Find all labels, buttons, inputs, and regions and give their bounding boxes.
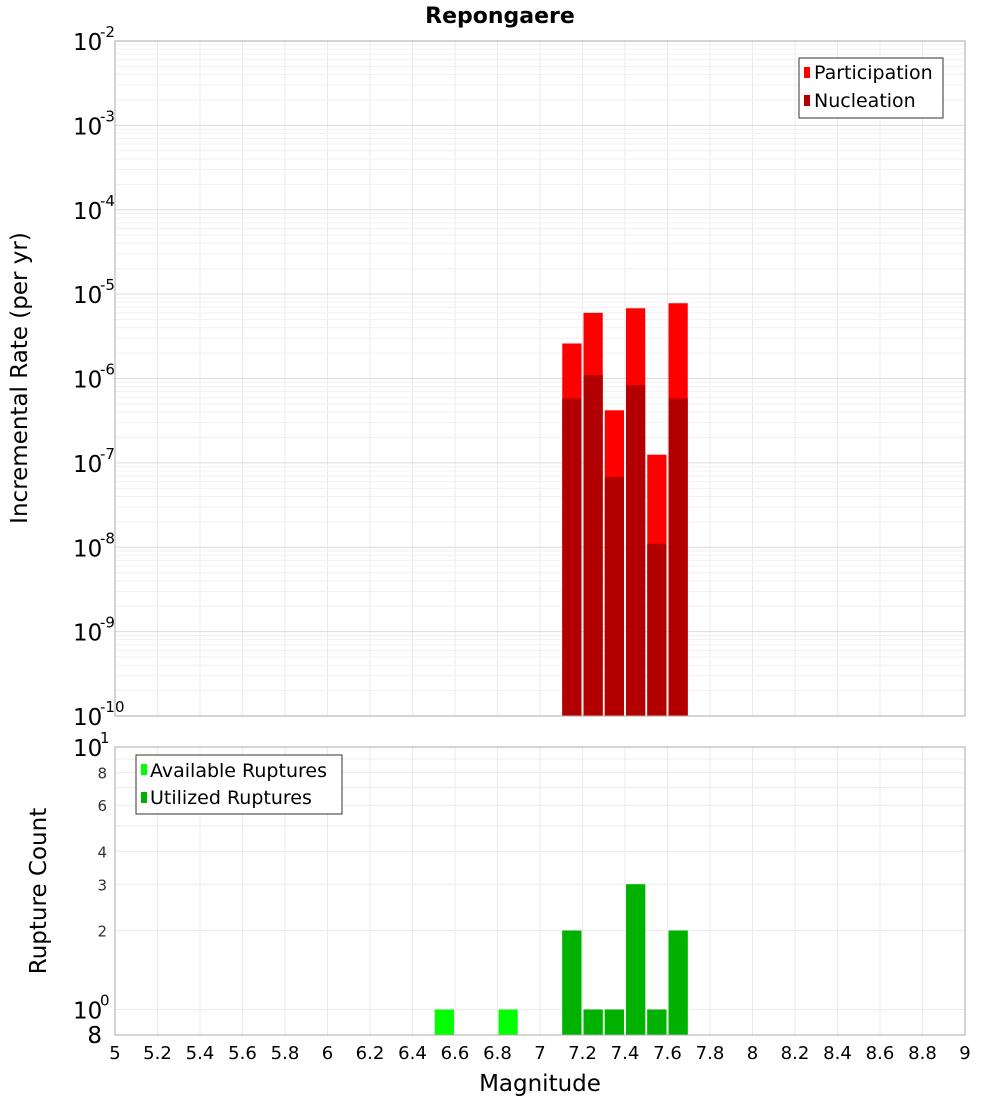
x-tick-label: 7.6 [653, 1043, 682, 1064]
count-plot-frame [114, 746, 966, 1036]
x-tick-label: 6.8 [483, 1043, 512, 1064]
count-y-tick-minor: 8 [97, 764, 107, 782]
rate-y-tick-base: 10 [73, 368, 102, 394]
rate-y-tick-exponent: -8 [100, 529, 115, 547]
x-tick-label: 6 [322, 1043, 333, 1064]
x-tick-label: 8 [747, 1043, 758, 1064]
rate-bars [562, 303, 688, 716]
legend-label-utilized-ruptures: Utilized Ruptures [150, 787, 312, 809]
x-tick-label: 7.8 [696, 1043, 725, 1064]
x-tick-label: 5.4 [186, 1043, 215, 1064]
rate-y-tick-base: 10 [73, 199, 102, 225]
rate-y-axis-label: Incremental Rate (per yr) [7, 232, 33, 524]
count-legend: Available Ruptures Utilized Ruptures [135, 754, 343, 815]
count-y-tick-minor: 4 [97, 843, 107, 861]
count-y-tick-exponent: 1 [100, 729, 110, 747]
rate-y-tick-exponent: -10 [100, 698, 125, 716]
rate-y-tick-base: 10 [73, 283, 102, 309]
rate-y-tick-base: 10 [73, 705, 102, 731]
nucleation-bar [604, 477, 624, 716]
utilized-ruptures-bar [626, 884, 646, 1035]
count-y-tick-base: 10 [73, 736, 102, 762]
legend-swatch-participation [804, 67, 810, 78]
rate-y-tick-exponent: -9 [100, 614, 115, 632]
nucleation-bar [583, 375, 603, 716]
x-tick-label: 5 [109, 1043, 120, 1064]
x-tick-label: 9 [959, 1043, 970, 1064]
available-ruptures-bar [434, 1009, 454, 1035]
utilized-ruptures-bar [562, 930, 582, 1035]
rate-legend: Participation Nucleation [798, 57, 944, 119]
x-tick-label: 8.2 [781, 1043, 810, 1064]
legend-swatch-available-ruptures [141, 764, 147, 775]
x-axis-label: Magnitude [479, 1071, 601, 1097]
utilized-ruptures-bar [583, 1009, 603, 1035]
x-tick-label: 8.4 [823, 1043, 852, 1064]
rate-y-tick-base: 10 [73, 536, 102, 562]
nucleation-bar [647, 543, 667, 716]
count-y-tick-minor: 2 [97, 923, 107, 941]
count-y-tick-minor: 6 [97, 797, 107, 815]
x-tick-label: 5.2 [143, 1043, 172, 1064]
rate-y-tick-exponent: -6 [100, 361, 115, 379]
rate-y-tick-exponent: -4 [100, 192, 115, 210]
x-tick-label: 8.6 [866, 1043, 895, 1064]
rate-y-tick-exponent: -5 [100, 276, 115, 294]
legend-label-nucleation: Nucleation [814, 90, 916, 112]
x-tick-label: 7 [534, 1043, 545, 1064]
nucleation-bar [562, 398, 582, 716]
count-bars [434, 884, 688, 1035]
x-tick-label: 8.8 [908, 1043, 937, 1064]
x-tick-label: 5.6 [228, 1043, 257, 1064]
utilized-ruptures-bar [647, 1009, 667, 1035]
rate-y-tick-exponent: -3 [100, 107, 115, 125]
legend-label-participation: Participation [814, 62, 933, 84]
legend-swatch-nucleation [804, 95, 810, 106]
rate-y-tick-base: 10 [73, 621, 102, 647]
rate-y-tick-base: 10 [73, 30, 102, 56]
x-tick-label: 5.8 [271, 1043, 300, 1064]
x-tick-labels: 5 5.2 5.4 5.6 5.8 6 6.2 6.4 6.6 6.8 7 7.2 7.4 7.6 7.8 8… [109, 1043, 970, 1064]
rate-gridlines [114, 40, 966, 717]
count-legend-box [135, 754, 343, 815]
rate-y-tick-base: 10 [73, 452, 102, 478]
count-y-tick-exponent: 0 [100, 992, 110, 1010]
count-y-tick-minor: 3 [97, 876, 107, 894]
rate-y-tick-exponent: -7 [100, 445, 115, 463]
rate-y-tick-base: 10 [73, 114, 102, 140]
legend-swatch-utilized-ruptures [141, 792, 147, 803]
nucleation-bar [626, 385, 646, 716]
rate-plot-frame [114, 40, 966, 717]
legend-label-available-ruptures: Available Ruptures [150, 760, 327, 782]
x-tick-label: 6.6 [441, 1043, 470, 1064]
x-tick-label: 6.4 [398, 1043, 427, 1064]
rate-legend-box [798, 57, 944, 119]
count-y-tick-minor: 8 [87, 1023, 102, 1049]
utilized-ruptures-bar [604, 1009, 624, 1035]
nucleation-bar [668, 398, 688, 716]
count-y-tick-base: 10 [73, 999, 102, 1025]
count-y-axis-label: Rupture Count [26, 808, 52, 974]
x-tick-label: 6.2 [356, 1043, 385, 1064]
chart-title: Repongaere [425, 4, 575, 29]
x-tick-label: 7.2 [568, 1043, 597, 1064]
rate-y-tick-exponent: -2 [100, 23, 115, 41]
utilized-ruptures-bar [668, 930, 688, 1035]
x-tick-label: 7.4 [611, 1043, 640, 1064]
available-ruptures-bar [498, 1009, 518, 1035]
